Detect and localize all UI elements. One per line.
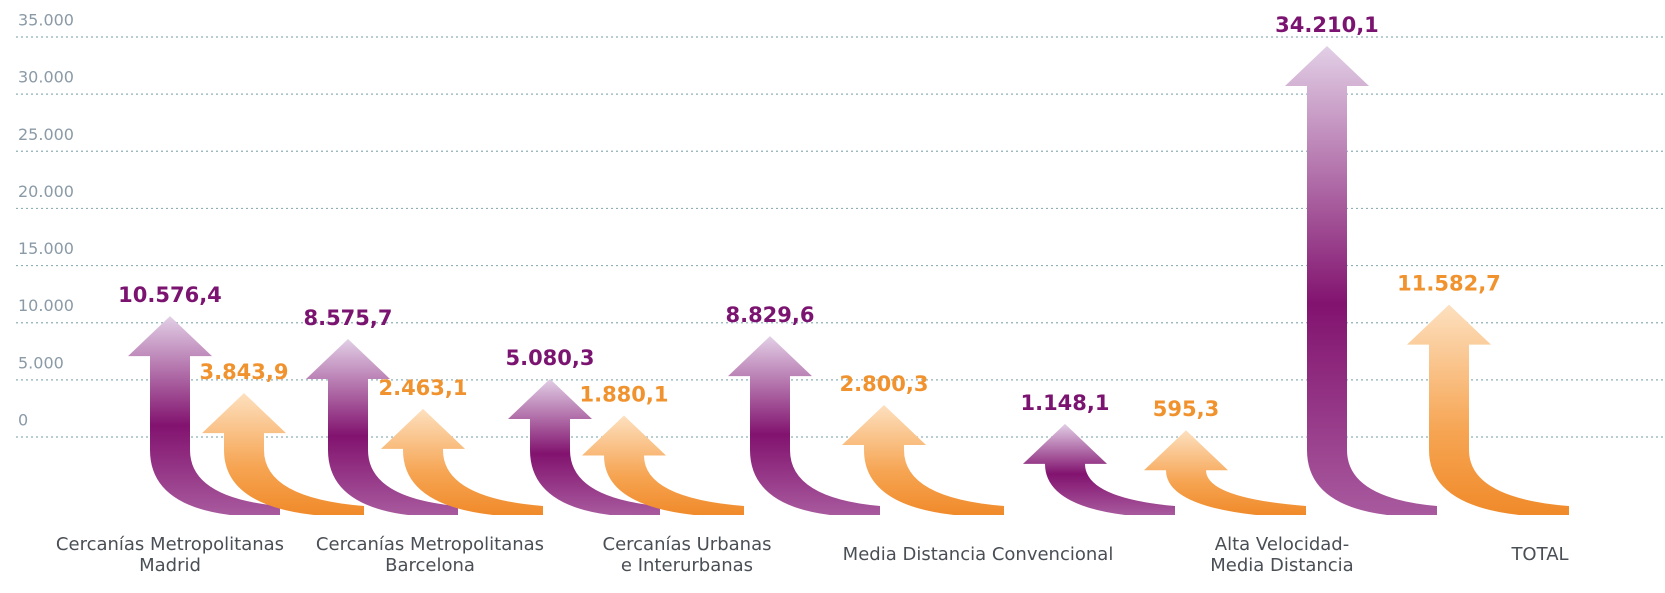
x-tick-label: TOTAL: [1510, 544, 1568, 565]
chart: 0 5.000 10.000 15.000 20.000 25.000 30.000 35.0…: [0, 0, 1665, 593]
value-label: 5.080,3: [505, 346, 594, 370]
value-label: 3.843,9: [199, 360, 288, 384]
arrow: [1407, 305, 1569, 515]
value-label: 2.800,3: [839, 372, 928, 396]
x-tick-label: Cercanías Metropolitanas: [56, 534, 284, 555]
y-tick-label: 0: [18, 411, 28, 430]
value-label: 1.148,1: [1020, 391, 1109, 415]
x-tick-label: Barcelona: [385, 555, 475, 576]
y-tick-label: 25.000: [18, 125, 74, 144]
value-label: 1.880,1: [579, 383, 668, 407]
x-tick-label: e Interurbanas: [621, 555, 753, 576]
x-tick-label: Media Distancia Convencional: [843, 544, 1114, 565]
x-tick-label: Alta Velocidad-: [1215, 534, 1349, 555]
value-label: 11.582,7: [1397, 272, 1501, 296]
arrow: [842, 405, 1004, 515]
y-tick-label: 20.000: [18, 182, 74, 201]
x-tick-label: Cercanías Metropolitanas: [316, 534, 544, 555]
y-tick-label: 15.000: [18, 239, 74, 258]
value-label: 34.210,1: [1275, 13, 1379, 37]
y-tick-label: 10.000: [18, 296, 74, 315]
y-tick-label: 5.000: [18, 353, 64, 372]
value-label: 595,3: [1153, 397, 1219, 421]
value-label: 8.829,6: [725, 303, 814, 327]
x-tick-label: Cercanías Urbanas: [603, 534, 772, 555]
value-label: 10.576,4: [118, 283, 222, 307]
x-tick-label: Media Distancia: [1210, 555, 1353, 576]
arrow: [1144, 430, 1306, 515]
value-label: 8.575,7: [303, 306, 392, 330]
arrow: [728, 336, 880, 515]
x-tick-label: Madrid: [139, 555, 201, 576]
y-tick-label: 35.000: [18, 11, 74, 30]
y-tick-label: 30.000: [18, 68, 74, 87]
value-label: 2.463,1: [378, 376, 467, 400]
